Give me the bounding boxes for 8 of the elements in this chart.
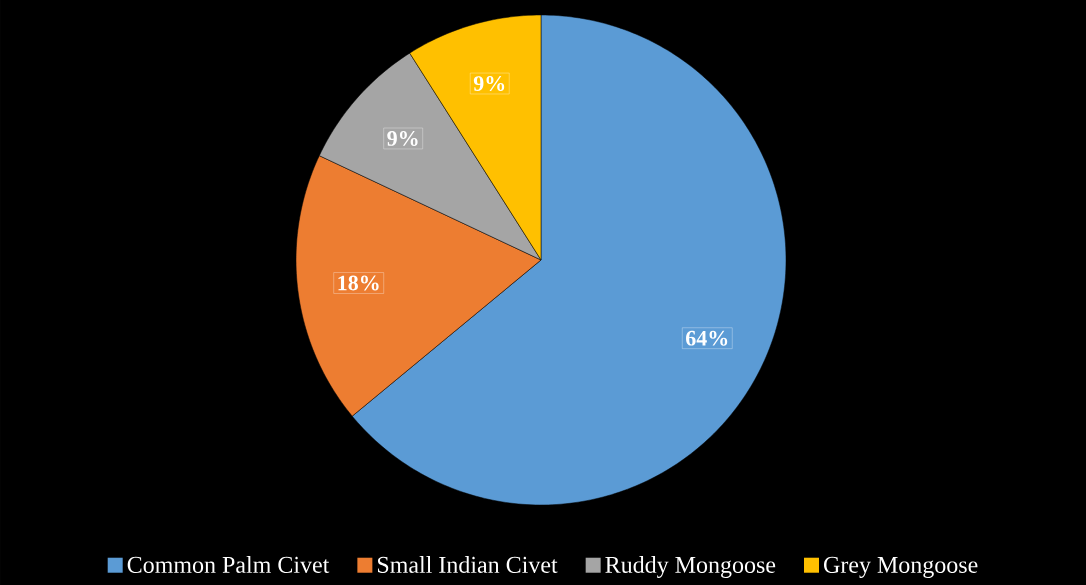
legend-label: Ruddy Mongoose bbox=[605, 556, 776, 578]
data-label: 9% bbox=[473, 76, 505, 91]
data-label: 18% bbox=[338, 275, 379, 291]
data-label: 64% bbox=[686, 330, 728, 346]
legend-label: Common Palm Civet bbox=[127, 556, 330, 573]
legend-label: Grey Mongoose bbox=[824, 556, 978, 578]
data-label: 9% bbox=[387, 131, 418, 146]
legend-label: Small Indian Civet bbox=[377, 556, 558, 573]
